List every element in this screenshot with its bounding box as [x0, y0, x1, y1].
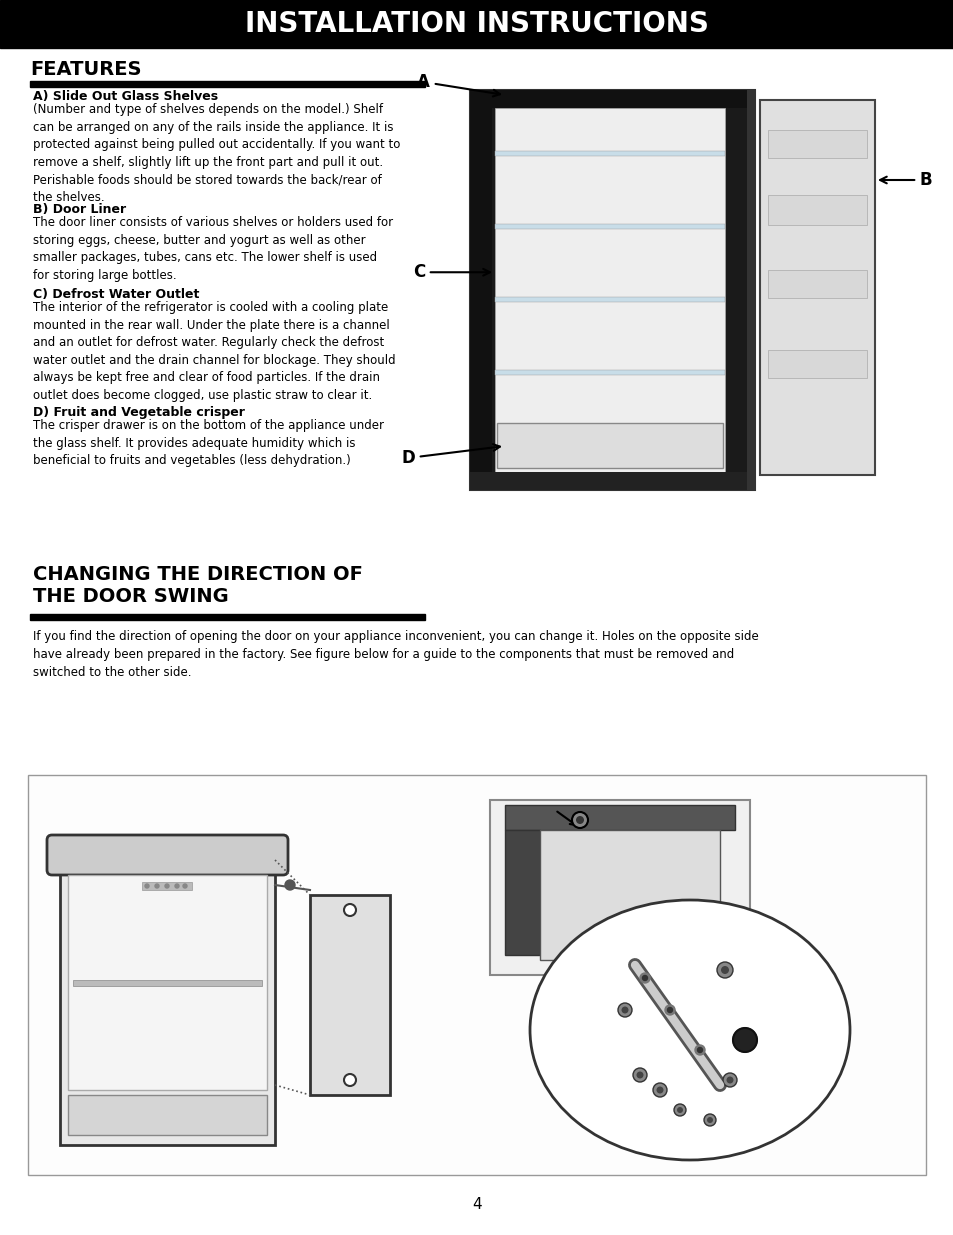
Circle shape [145, 884, 149, 888]
Bar [142, 882, 192, 890]
Circle shape [664, 1005, 675, 1015]
Text: INSTALLATION INSTRUCTIONS: INSTALLATION INSTRUCTIONS [245, 10, 708, 38]
Circle shape [739, 1034, 750, 1046]
Text: If you find the direction of opening the door on your appliance inconvenient, yo: If you find the direction of opening the… [33, 630, 758, 679]
Bar [470, 90, 754, 107]
Bar [470, 90, 492, 490]
Text: The interior of the refrigerator is cooled with a cooling plate
mounted in the r: The interior of the refrigerator is cool… [33, 301, 395, 401]
Circle shape [641, 976, 647, 981]
Text: (Number and type of shelves depends on the model.) Shelf
can be arranged on any : (Number and type of shelves depends on t… [33, 103, 400, 204]
Bar [495, 369, 724, 374]
Bar [68, 1095, 267, 1135]
Circle shape [706, 1116, 712, 1123]
Text: D) Fruit and Vegetable crisper: D) Fruit and Vegetable crisper [33, 406, 245, 419]
Circle shape [154, 884, 159, 888]
Text: CHANGING THE DIRECTION OF: CHANGING THE DIRECTION OF [33, 564, 362, 584]
Bar [470, 472, 754, 490]
Text: The crisper drawer is on the bottom of the appliance under
the glass shelf. It p: The crisper drawer is on the bottom of t… [33, 419, 384, 467]
Bar [495, 224, 724, 228]
Bar [497, 424, 722, 468]
Text: FEATURES: FEATURES [30, 61, 141, 79]
Bar [767, 350, 866, 378]
Ellipse shape [530, 900, 849, 1160]
Circle shape [732, 1028, 757, 1052]
Circle shape [344, 1074, 355, 1086]
Bar [495, 151, 724, 156]
Circle shape [732, 1028, 757, 1052]
Circle shape [620, 1007, 628, 1014]
Bar [68, 876, 267, 1091]
Circle shape [720, 966, 728, 974]
Circle shape [639, 973, 649, 983]
Text: D: D [401, 445, 499, 467]
Circle shape [722, 1073, 737, 1087]
Circle shape [656, 1087, 662, 1093]
Text: C) Defrost Water Outlet: C) Defrost Water Outlet [33, 288, 199, 301]
Bar [767, 270, 866, 298]
Circle shape [677, 1107, 682, 1113]
Text: THE DOOR SWING: THE DOOR SWING [33, 587, 229, 606]
Circle shape [183, 884, 187, 888]
Circle shape [165, 884, 169, 888]
Bar [73, 979, 262, 986]
Text: 4: 4 [472, 1198, 481, 1213]
Text: C: C [413, 263, 490, 282]
Circle shape [636, 1072, 643, 1078]
Circle shape [717, 962, 732, 978]
Circle shape [667, 1008, 672, 1013]
Circle shape [618, 1003, 631, 1016]
Bar [767, 130, 866, 158]
Bar [746, 90, 754, 490]
Bar [470, 90, 754, 490]
Circle shape [285, 881, 294, 890]
Text: B) Door Liner: B) Door Liner [33, 203, 126, 216]
Circle shape [652, 1083, 666, 1097]
Circle shape [633, 1068, 646, 1082]
Bar [28, 776, 925, 1174]
Bar [504, 830, 539, 955]
Circle shape [174, 884, 179, 888]
Bar [310, 895, 390, 1095]
Text: A) Slide Out Glass Shelves: A) Slide Out Glass Shelves [33, 90, 218, 103]
Circle shape [703, 1114, 716, 1126]
Bar [495, 107, 724, 473]
Bar [490, 800, 749, 974]
Circle shape [344, 904, 355, 916]
Text: B: B [880, 170, 932, 189]
Circle shape [572, 811, 587, 827]
Bar [60, 855, 274, 1145]
Bar [0, 0, 953, 48]
Circle shape [695, 1045, 704, 1055]
Text: The door liner consists of various shelves or holders used for
storing eggs, che: The door liner consists of various shelv… [33, 216, 393, 282]
Circle shape [726, 1077, 733, 1083]
Circle shape [697, 1047, 701, 1052]
Circle shape [673, 1104, 685, 1116]
FancyBboxPatch shape [47, 835, 288, 876]
Bar [504, 805, 734, 830]
Bar [760, 100, 874, 475]
Text: A: A [416, 73, 499, 96]
Circle shape [576, 816, 583, 824]
Bar [767, 195, 866, 225]
Bar [30, 614, 424, 620]
Bar [495, 296, 724, 301]
Bar [539, 830, 720, 960]
Bar [30, 82, 424, 86]
